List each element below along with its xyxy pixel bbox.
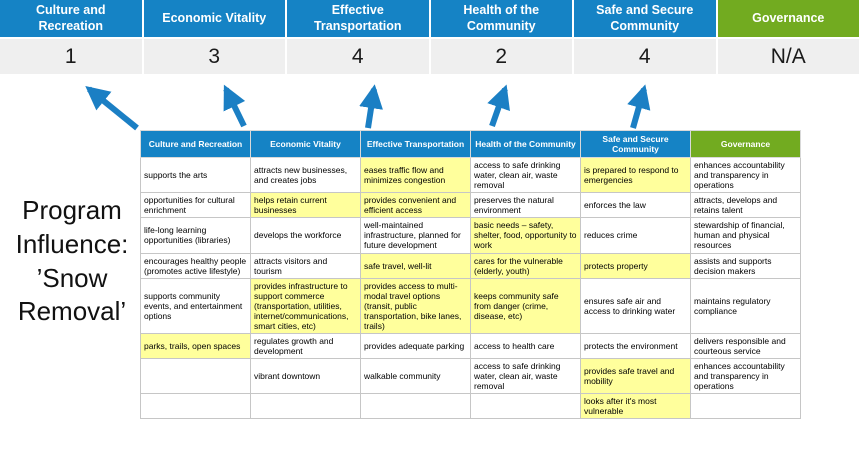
matrix-cell: opportunities for cultural enrichment	[140, 192, 251, 219]
matrix-cell	[140, 392, 251, 419]
matrix-cell: life-long learning opportunities (librar…	[140, 217, 251, 254]
influence-arrow-3	[359, 84, 383, 129]
influence-arrow-2	[223, 84, 247, 128]
matrix-cell: protects the environment	[580, 332, 691, 359]
matrix-row-8: looks after it's most vulnerable	[140, 392, 801, 419]
pillar-header-5: Safe and Secure Community	[572, 0, 716, 37]
matrix-cell: reduces crime	[580, 217, 691, 254]
matrix-cell	[250, 392, 361, 419]
matrix-column-header-2: Economic Vitality	[250, 129, 361, 159]
score-value-1: 1	[0, 39, 142, 74]
matrix-cell: access to safe drinking water, clean air…	[470, 157, 581, 194]
matrix-cell: assists and supports decision makers	[690, 252, 801, 279]
pillar-header-row: Culture and Recreation Economic Vitality E…	[0, 0, 859, 37]
score-value-2: 3	[141, 39, 285, 74]
matrix-cell: provides safe travel and mobility	[580, 357, 691, 394]
matrix-cell: access to safe drinking water, clean air…	[470, 357, 581, 394]
matrix-cell: ensures safe air and access to drinking …	[580, 277, 691, 334]
matrix-cell	[360, 392, 471, 419]
influence-matrix: Culture and Recreation Economic Vitality E…	[140, 129, 801, 419]
pillar-header-3: Effective Transportation	[285, 0, 429, 37]
score-value-3: 4	[285, 39, 429, 74]
pillar-header-4: Health of the Community	[428, 0, 572, 37]
matrix-column-header-4: Health of the Community	[470, 129, 581, 159]
matrix-cell: provides access to multi-modal travel op…	[360, 277, 471, 334]
matrix-column-header-1: Culture and Recreation	[140, 129, 251, 159]
matrix-cell: parks, trails, open spaces	[140, 332, 251, 359]
matrix-cell: maintains regulatory compliance	[690, 277, 801, 334]
matrix-cell: regulates growth and development	[250, 332, 361, 359]
matrix-header-row: Culture and Recreation Economic Vitality E…	[140, 129, 801, 159]
influence-arrow-1	[85, 85, 139, 131]
matrix-cell: vibrant downtown	[250, 357, 361, 394]
matrix-row-6: parks, trails, open spaces regulates grow…	[140, 332, 801, 359]
matrix-body: supports the arts attracts new businesses…	[140, 157, 801, 419]
matrix-cell: eases traffic flow and minimizes congest…	[360, 157, 471, 194]
matrix-cell: provides convenient and efficient access	[360, 192, 471, 219]
matrix-row-3: life-long learning opportunities (librar…	[140, 217, 801, 254]
score-row: 1 3 4 2 4 N/A	[0, 39, 859, 74]
matrix-cell	[690, 392, 801, 419]
matrix-cell: helps retain current businesses	[250, 192, 361, 219]
matrix-cell: develops the workforce	[250, 217, 361, 254]
matrix-cell: attracts, develops and retains talent	[690, 192, 801, 219]
influence-arrow-4	[487, 84, 510, 127]
matrix-cell: protects property	[580, 252, 691, 279]
matrix-column-header-5: Safe and Secure Community	[580, 129, 691, 159]
matrix-column-header-3: Effective Transportation	[360, 129, 471, 159]
matrix-cell: preserves the natural environment	[470, 192, 581, 219]
slide-title: Program Influence: ’Snow Removal’	[15, 195, 129, 327]
matrix-cell: stewardship of financial, human and phys…	[690, 217, 801, 254]
matrix-cell: attracts new businesses, and creates job…	[250, 157, 361, 194]
matrix-cell: supports community events, and entertain…	[140, 277, 251, 334]
matrix-cell: enforces the law	[580, 192, 691, 219]
score-value-6: N/A	[715, 39, 859, 74]
score-value-5: 4	[572, 39, 716, 74]
matrix-cell: attracts visitors and tourism	[250, 252, 361, 279]
pillar-header-1: Culture and Recreation	[0, 0, 142, 37]
matrix-cell: delivers responsible and courteous servi…	[690, 332, 801, 359]
matrix-cell: provides infrastructure to support comme…	[250, 277, 361, 334]
matrix-row-7: vibrant downtown walkable community access…	[140, 357, 801, 394]
matrix-column-header-6: Governance	[690, 129, 801, 159]
matrix-cell: looks after it's most vulnerable	[580, 392, 691, 419]
arrows-layer	[85, 84, 651, 131]
matrix-cell: enhances accountability and transparency…	[690, 357, 801, 394]
matrix-head: Culture and Recreation Economic Vitality E…	[140, 129, 801, 159]
matrix-row-4: encourages healthy people (promotes acti…	[140, 252, 801, 279]
matrix-cell: basic needs – safety, shelter, food, opp…	[470, 217, 581, 254]
matrix-cell: keeps community safe from danger (crime,…	[470, 277, 581, 334]
score-value-4: 2	[428, 39, 572, 74]
influence-arrow-5	[627, 84, 651, 129]
matrix-cell	[140, 357, 251, 394]
matrix-cell: encourages healthy people (promotes acti…	[140, 252, 251, 279]
matrix-cell	[470, 392, 581, 419]
matrix-cell: is prepared to respond to emergencies	[580, 157, 691, 194]
matrix-row-5: supports community events, and entertain…	[140, 277, 801, 334]
matrix-row-2: opportunities for cultural enrichment hel…	[140, 192, 801, 219]
matrix-cell: cares for the vulnerable (elderly, youth…	[470, 252, 581, 279]
matrix-cell: well-maintained infrastructure, planned …	[360, 217, 471, 254]
matrix-cell: provides adequate parking	[360, 332, 471, 359]
matrix-cell: walkable community	[360, 357, 471, 394]
matrix-cell: safe travel, well-lit	[360, 252, 471, 279]
matrix-row-1: supports the arts attracts new businesses…	[140, 157, 801, 194]
matrix-cell: enhances accountability and transparency…	[690, 157, 801, 194]
matrix-cell: access to health care	[470, 332, 581, 359]
pillar-header-2: Economic Vitality	[141, 0, 285, 37]
matrix-cell: supports the arts	[140, 157, 251, 194]
pillar-header-6: Governance	[715, 0, 859, 37]
